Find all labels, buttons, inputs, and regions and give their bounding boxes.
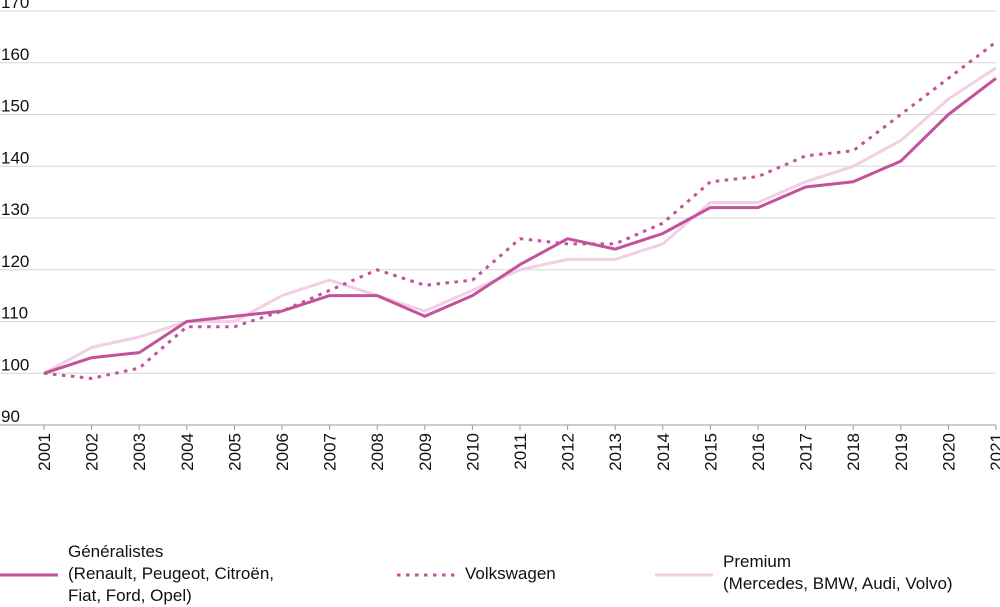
series-line-volkswagen <box>43 40 997 380</box>
x-tick-label-2011: 2011 <box>511 433 530 470</box>
x-tick-label-2017: 2017 <box>797 433 816 471</box>
legend: Généralistes (Renault, Peugeot, Citroën, F… <box>0 542 953 605</box>
gridlines <box>0 10 996 426</box>
x-tick-label-2002: 2002 <box>83 433 102 471</box>
y-tick-label-100: 100 <box>1 355 29 374</box>
legend-label-premium-line-1: Premium <box>723 552 791 571</box>
x-tick-label-2013: 2013 <box>606 433 625 471</box>
x-tick-label-2006: 2006 <box>273 433 292 471</box>
y-tick-label-130: 130 <box>1 200 29 219</box>
x-tick-label-2020: 2020 <box>939 433 958 471</box>
x-tick-label-2021: 2021 <box>987 433 1000 471</box>
y-tick-label-110: 110 <box>1 304 28 323</box>
x-tick-label-2016: 2016 <box>749 433 768 471</box>
x-tick-label-2005: 2005 <box>225 433 244 471</box>
x-tick-label-2014: 2014 <box>654 433 673 471</box>
y-tick-label-160: 160 <box>1 45 29 64</box>
x-tick-label-2004: 2004 <box>178 433 197 471</box>
x-tick-label-2010: 2010 <box>463 433 482 471</box>
y-tick-label-150: 150 <box>1 97 29 116</box>
y-axis-ticks: 90 100 110 120 130 140 150 160 170 <box>1 0 29 426</box>
series-line-generalistes <box>43 77 997 375</box>
x-tick-label-2003: 2003 <box>130 433 149 471</box>
y-tick-label-120: 120 <box>1 252 29 271</box>
y-tick-label-170: 170 <box>1 0 29 12</box>
x-tick-label-2012: 2012 <box>559 433 578 471</box>
x-tick-label-2009: 2009 <box>416 433 435 471</box>
series-lines <box>43 40 997 380</box>
legend-label-generalistes-line-2: (Renault, Peugeot, Citroën, <box>68 564 274 583</box>
x-tick-label-2007: 2007 <box>321 433 340 471</box>
y-tick-label-140: 140 <box>1 148 29 167</box>
legend-label-premium-line-2: (Mercedes, BMW, Audi, Volvo) <box>723 574 953 593</box>
legend-label-volkswagen-line-1: Volkswagen <box>465 564 556 583</box>
legend-label-generalistes-line-1: Généralistes <box>68 542 163 561</box>
series-line-premium <box>43 66 997 375</box>
x-tick-label-2001: 2001 <box>35 433 54 471</box>
legend-label-generalistes-line-3: Fiat, Ford, Opel) <box>68 586 192 605</box>
x-tick-label-2019: 2019 <box>892 433 911 471</box>
x-axis-ticks: 2001 2002 2003 2004 2005 2006 2007 2008 2009 2010… <box>35 425 1000 471</box>
x-tick-label-2008: 2008 <box>368 433 387 471</box>
y-tick-label-90: 90 <box>1 407 20 426</box>
x-tick-label-2018: 2018 <box>844 433 863 471</box>
x-tick-label-2015: 2015 <box>701 433 720 471</box>
